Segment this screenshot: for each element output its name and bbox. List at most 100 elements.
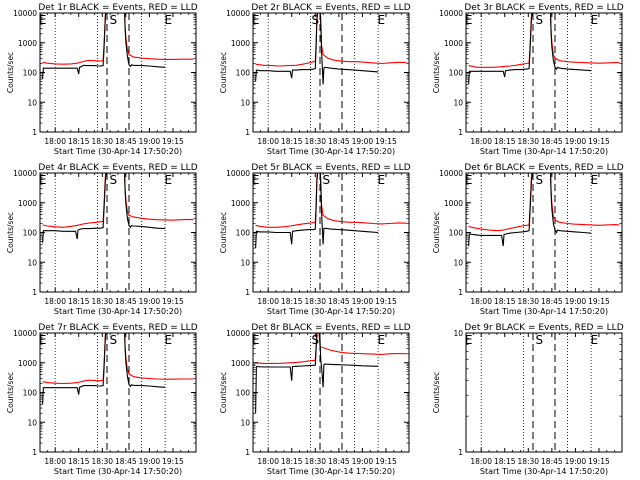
series-group: [255, 333, 407, 414]
x-tick-label: 19:00: [352, 457, 374, 466]
y-tick-label: 100: [449, 69, 464, 78]
annotation-marker: E: [465, 173, 473, 187]
x-tick-label: 18:00: [257, 297, 279, 306]
annotation-marker: E: [164, 173, 172, 187]
series-group: [468, 13, 620, 85]
x-axis-label: Start Time (30-Apr-14 17:50:20): [480, 147, 608, 156]
annotation-marker: E: [164, 333, 172, 347]
x-tick-label: 18:45: [115, 137, 137, 146]
x-tick-label: 18:45: [541, 137, 563, 146]
x-tick-label: 18:00: [44, 137, 66, 146]
annotation-marker: E: [377, 13, 385, 27]
x-tick-label: 18:15: [281, 137, 303, 146]
y-tick-label: 1000: [18, 359, 37, 368]
chart-title: Det 2r BLACK = Events, RED = LLD: [251, 3, 410, 13]
y-tick-label: 1000: [18, 39, 37, 48]
series-line-events: [42, 13, 166, 80]
y-axis-label: Counts/sec: [432, 212, 441, 253]
y-tick-label: 1000: [444, 39, 463, 48]
y-tick-label: 10: [240, 258, 250, 267]
annotation-marker: E: [590, 173, 598, 187]
y-tick-label: 100: [23, 229, 38, 238]
y-tick-label: 10000: [13, 329, 37, 338]
chart-title: Det 4r BLACK = Events, RED = LLD: [38, 163, 197, 173]
x-tick-label: 18:45: [328, 297, 350, 306]
x-tick-label: 19:15: [588, 137, 610, 146]
series-group: [255, 173, 407, 249]
x-tick-label: 18:30: [304, 457, 326, 466]
series-line-events: [42, 173, 166, 243]
series-line-events: [255, 333, 379, 414]
y-tick-label: 10: [240, 418, 250, 427]
y-tick-label: 10000: [226, 9, 250, 18]
x-tick-label: 18:30: [304, 297, 326, 306]
y-tick-label: 1: [245, 448, 250, 457]
x-tick-label: 18:30: [517, 457, 539, 466]
y-axis-label: Counts/sec: [219, 52, 228, 93]
x-tick-label: 18:00: [44, 297, 66, 306]
chart-title: Det 3r BLACK = Events, RED = LLD: [464, 3, 623, 13]
x-tick-label: 18:15: [281, 457, 303, 466]
chart-title: Det 6r BLACK = Events, RED = LLD: [464, 163, 623, 173]
x-tick-label: 19:15: [375, 297, 397, 306]
x-tick-label: 18:15: [494, 297, 516, 306]
annotation-marker: S: [311, 13, 319, 27]
x-tick-label: 18:00: [470, 457, 492, 466]
annotation-marker: E: [39, 173, 47, 187]
y-tick-label: 100: [23, 69, 38, 78]
y-tick-label: 100: [449, 229, 464, 238]
y-tick-label: 1: [458, 128, 463, 137]
series-line-events: [468, 173, 592, 247]
annotation-marker: E: [252, 173, 260, 187]
x-axis-label: Start Time (30-Apr-14 17:50:20): [480, 307, 608, 316]
x-axis-label: Start Time (30-Apr-14 17:50:20): [54, 467, 182, 476]
x-tick-label: 18:30: [91, 137, 113, 146]
series-line-lld: [468, 173, 620, 232]
series-line-lld: [468, 13, 620, 68]
x-tick-label: 19:00: [139, 457, 161, 466]
series-line-events: [255, 173, 379, 249]
x-tick-label: 18:15: [281, 297, 303, 306]
x-axis-label: Start Time (30-Apr-14 17:50:20): [267, 147, 395, 156]
annotation-marker: S: [535, 13, 543, 27]
annotation-marker: S: [109, 13, 117, 27]
y-tick-label: 10: [240, 98, 250, 107]
y-tick-label: 10000: [13, 169, 37, 178]
x-tick-label: 18:45: [541, 297, 563, 306]
x-tick-label: 19:15: [375, 457, 397, 466]
x-tick-label: 18:45: [328, 457, 350, 466]
chart-title: Det 5r BLACK = Events, RED = LLD: [251, 163, 410, 173]
x-tick-label: 19:00: [139, 297, 161, 306]
annotation-marker: E: [590, 333, 598, 347]
x-tick-label: 18:30: [91, 297, 113, 306]
x-tick-label: 18:30: [517, 297, 539, 306]
y-tick-label: 10000: [226, 169, 250, 178]
y-tick-label: 100: [23, 389, 38, 398]
series-group: [42, 173, 194, 243]
annotation-marker: E: [377, 173, 385, 187]
annotation-marker: E: [39, 333, 47, 347]
y-axis-label: Counts/sec: [6, 372, 15, 413]
annotation-marker: E: [252, 333, 260, 347]
x-tick-label: 19:00: [565, 137, 587, 146]
y-tick-label: 10000: [13, 9, 37, 18]
y-tick-label: 10: [27, 98, 37, 107]
x-axis-label: Start Time (30-Apr-14 17:50:20): [54, 147, 182, 156]
x-tick-label: 18:15: [494, 457, 516, 466]
x-tick-label: 18:15: [494, 137, 516, 146]
series-line-lld: [42, 333, 194, 385]
x-tick-label: 18:30: [304, 137, 326, 146]
x-tick-label: 18:15: [68, 297, 90, 306]
y-axis-label: Counts/sec: [432, 52, 441, 93]
series-line-events: [468, 13, 592, 85]
x-tick-label: 18:00: [470, 137, 492, 146]
y-tick-label: 1: [32, 288, 37, 297]
x-tick-label: 18:00: [44, 457, 66, 466]
annotation-marker: E: [164, 13, 172, 27]
series-group: [255, 13, 407, 85]
